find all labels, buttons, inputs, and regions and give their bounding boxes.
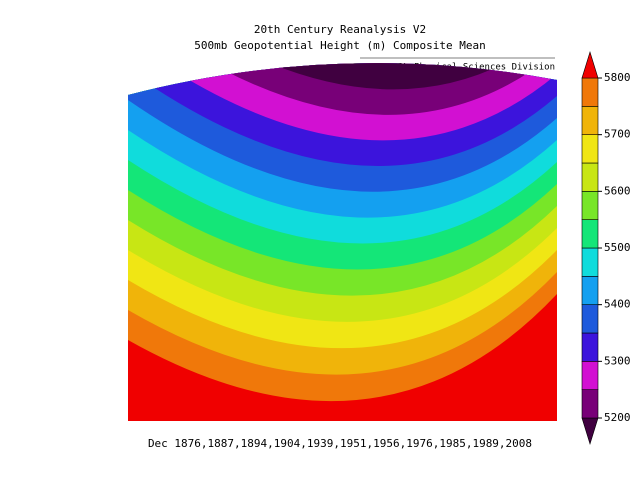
- map: [128, 63, 557, 421]
- colorbar-segment: [581, 219, 599, 249]
- map-band: [128, 63, 557, 115]
- subtitle: 500mb Geopotential Height (m) Composite …: [194, 39, 485, 52]
- colorbar-end: [581, 417, 599, 446]
- colorbar-segment: [581, 191, 599, 220]
- colorbar-segment: [581, 106, 599, 135]
- footer: Dec 1876,1887,1894,1904,1939,1951,1956,1…: [148, 437, 532, 450]
- colorbar-segment: [581, 247, 599, 277]
- colorbar-segment: [581, 162, 599, 192]
- colorbar-segment: [581, 276, 599, 305]
- colorbar-segment: [581, 389, 599, 419]
- colorbar-segment: [581, 304, 599, 334]
- colorbar-tick-label: 5500: [604, 241, 631, 254]
- colorbar-tick-label: 5300: [604, 354, 631, 367]
- colorbar-tick-label: 5700: [604, 128, 631, 141]
- colorbar-tick-label: 5600: [604, 184, 631, 197]
- colorbar-tick-label: 5400: [604, 298, 631, 311]
- colorbar-end: [581, 50, 599, 79]
- colorbar-tick-label: 5800: [604, 71, 631, 84]
- colorbar-segment: [581, 77, 599, 107]
- colorbar: 5200 5300 5400 5500 5600 5700 5800: [581, 50, 631, 446]
- colorbar-segment: [581, 134, 599, 164]
- title: 20th Century Reanalysis V2: [254, 23, 426, 36]
- colorbar-tick-label: 5200: [604, 411, 631, 424]
- colorbar-segment: [581, 332, 599, 362]
- colorbar-segment: [581, 361, 599, 390]
